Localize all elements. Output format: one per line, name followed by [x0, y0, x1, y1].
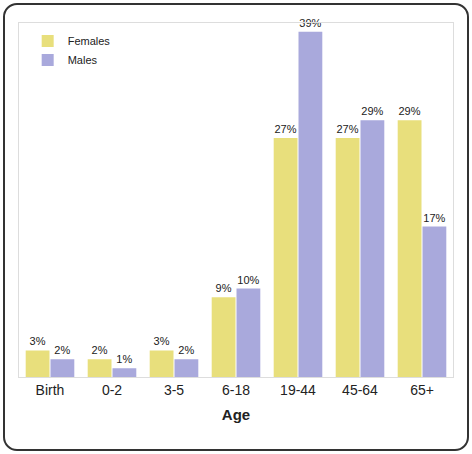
svg-text:Age: Age — [222, 406, 250, 423]
svg-text:27%: 27% — [274, 123, 296, 135]
svg-text:10%: 10% — [237, 274, 259, 286]
svg-text:Birth: Birth — [36, 382, 65, 398]
svg-text:Females: Females — [68, 35, 111, 47]
svg-text:0-2: 0-2 — [102, 382, 122, 398]
svg-text:17%: 17% — [423, 212, 445, 224]
svg-text:1%: 1% — [116, 353, 132, 365]
svg-text:45-64: 45-64 — [342, 382, 378, 398]
svg-text:65+: 65+ — [410, 382, 434, 398]
svg-text:2%: 2% — [54, 344, 70, 356]
svg-text:9%: 9% — [216, 282, 232, 294]
svg-text:29%: 29% — [361, 105, 383, 117]
svg-text:3-5: 3-5 — [164, 382, 184, 398]
svg-text:3%: 3% — [154, 335, 170, 347]
svg-text:Males: Males — [68, 54, 98, 66]
svg-text:2%: 2% — [178, 344, 194, 356]
svg-text:3%: 3% — [30, 335, 46, 347]
svg-text:6-18: 6-18 — [222, 382, 250, 398]
svg-text:2%: 2% — [92, 344, 108, 356]
svg-text:29%: 29% — [398, 105, 420, 117]
svg-text:27%: 27% — [336, 123, 358, 135]
svg-text:39%: 39% — [299, 17, 321, 29]
svg-text:19-44: 19-44 — [280, 382, 316, 398]
